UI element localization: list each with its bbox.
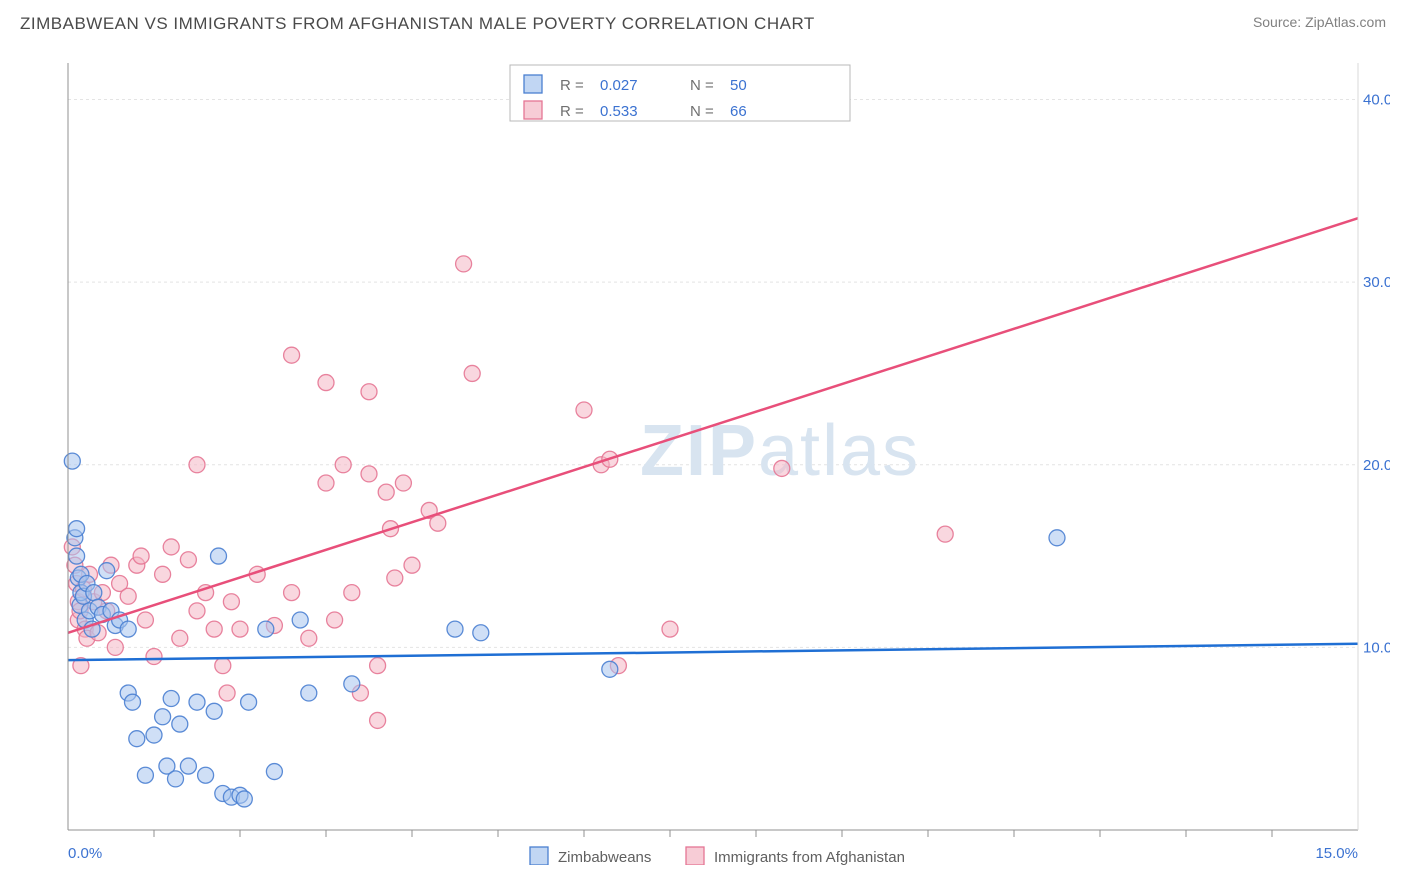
point-zimb (125, 694, 141, 710)
y-tick-label: 10.0% (1363, 639, 1390, 656)
point-afgh (318, 475, 334, 491)
point-zimb (258, 621, 274, 637)
x-tick-label: 15.0% (1315, 845, 1358, 862)
point-zimb (473, 625, 489, 641)
y-tick-label: 30.0% (1363, 274, 1390, 291)
point-afgh (137, 612, 153, 628)
point-zimb (129, 731, 145, 747)
point-zimb (198, 767, 214, 783)
point-zimb (292, 612, 308, 628)
point-afgh (344, 585, 360, 601)
point-zimb (137, 767, 153, 783)
point-afgh (464, 365, 480, 381)
point-afgh (937, 526, 953, 542)
point-zimb (168, 771, 184, 787)
legend-N-value: 66 (730, 103, 747, 120)
point-afgh (370, 658, 386, 674)
point-afgh (133, 548, 149, 564)
point-afgh (370, 712, 386, 728)
point-afgh (120, 588, 136, 604)
point-zimb (344, 676, 360, 692)
point-afgh (180, 552, 196, 568)
series-legend-label: Zimbabweans (558, 849, 651, 865)
point-afgh (361, 384, 377, 400)
series-legend-label: Immigrants from Afghanistan (714, 849, 905, 865)
point-zimb (189, 694, 205, 710)
legend-R-value: 0.027 (600, 77, 638, 94)
legend-R-value: 0.533 (600, 103, 638, 120)
source-attribution: Source: ZipAtlas.com (1253, 14, 1386, 30)
point-zimb (447, 621, 463, 637)
point-afgh (456, 256, 472, 272)
x-tick-label: 0.0% (68, 845, 102, 862)
point-zimb (64, 453, 80, 469)
point-afgh (232, 621, 248, 637)
point-zimb (69, 521, 85, 537)
point-afgh (327, 612, 343, 628)
chart-title: ZIMBABWEAN VS IMMIGRANTS FROM AFGHANISTA… (20, 14, 815, 34)
point-afgh (215, 658, 231, 674)
point-afgh (387, 570, 403, 586)
y-tick-label: 20.0% (1363, 457, 1390, 474)
point-afgh (430, 515, 446, 531)
point-zimb (69, 548, 85, 564)
point-afgh (172, 630, 188, 646)
chart-header: ZIMBABWEAN VS IMMIGRANTS FROM AFGHANISTA… (0, 0, 1406, 40)
point-zimb (241, 694, 257, 710)
point-afgh (301, 630, 317, 646)
point-afgh (378, 484, 394, 500)
point-afgh (284, 347, 300, 363)
point-zimb (155, 709, 171, 725)
point-afgh (335, 457, 351, 473)
point-zimb (99, 563, 115, 579)
point-zimb (301, 685, 317, 701)
point-zimb (211, 548, 227, 564)
point-afgh (284, 585, 300, 601)
point-afgh (206, 621, 222, 637)
watermark: ZIPatlas (640, 411, 920, 491)
point-afgh (361, 466, 377, 482)
point-afgh (107, 639, 123, 655)
point-zimb (86, 585, 102, 601)
legend-N-value: 50 (730, 77, 747, 94)
legend-swatch (524, 101, 542, 119)
point-afgh (318, 375, 334, 391)
point-afgh (146, 649, 162, 665)
point-afgh (395, 475, 411, 491)
point-afgh (404, 557, 420, 573)
point-afgh (189, 457, 205, 473)
legend-R-label: R = (560, 77, 584, 94)
point-afgh (662, 621, 678, 637)
point-zimb (266, 764, 282, 780)
point-zimb (163, 691, 179, 707)
point-zimb (1049, 530, 1065, 546)
point-zimb (206, 703, 222, 719)
point-afgh (774, 460, 790, 476)
chart-container: ZIPatlas0.0%15.0%10.0%20.0%30.0%40.0%Mal… (50, 55, 1390, 865)
legend-R-label: R = (560, 103, 584, 120)
point-zimb (180, 758, 196, 774)
trendline-afgh (68, 218, 1358, 633)
point-afgh (219, 685, 235, 701)
y-tick-label: 40.0% (1363, 92, 1390, 109)
point-zimb (146, 727, 162, 743)
point-zimb (120, 621, 136, 637)
point-afgh (163, 539, 179, 555)
scatter-chart: ZIPatlas0.0%15.0%10.0%20.0%30.0%40.0%Mal… (50, 55, 1390, 865)
point-zimb (602, 661, 618, 677)
point-zimb (172, 716, 188, 732)
trendline-zimb (68, 644, 1358, 660)
point-afgh (576, 402, 592, 418)
point-afgh (189, 603, 205, 619)
point-zimb (236, 791, 252, 807)
legend-swatch (530, 847, 548, 865)
legend-N-label: N = (690, 103, 714, 120)
legend-swatch (524, 75, 542, 93)
point-afgh (155, 566, 171, 582)
legend-swatch (686, 847, 704, 865)
legend-N-label: N = (690, 77, 714, 94)
point-afgh (223, 594, 239, 610)
